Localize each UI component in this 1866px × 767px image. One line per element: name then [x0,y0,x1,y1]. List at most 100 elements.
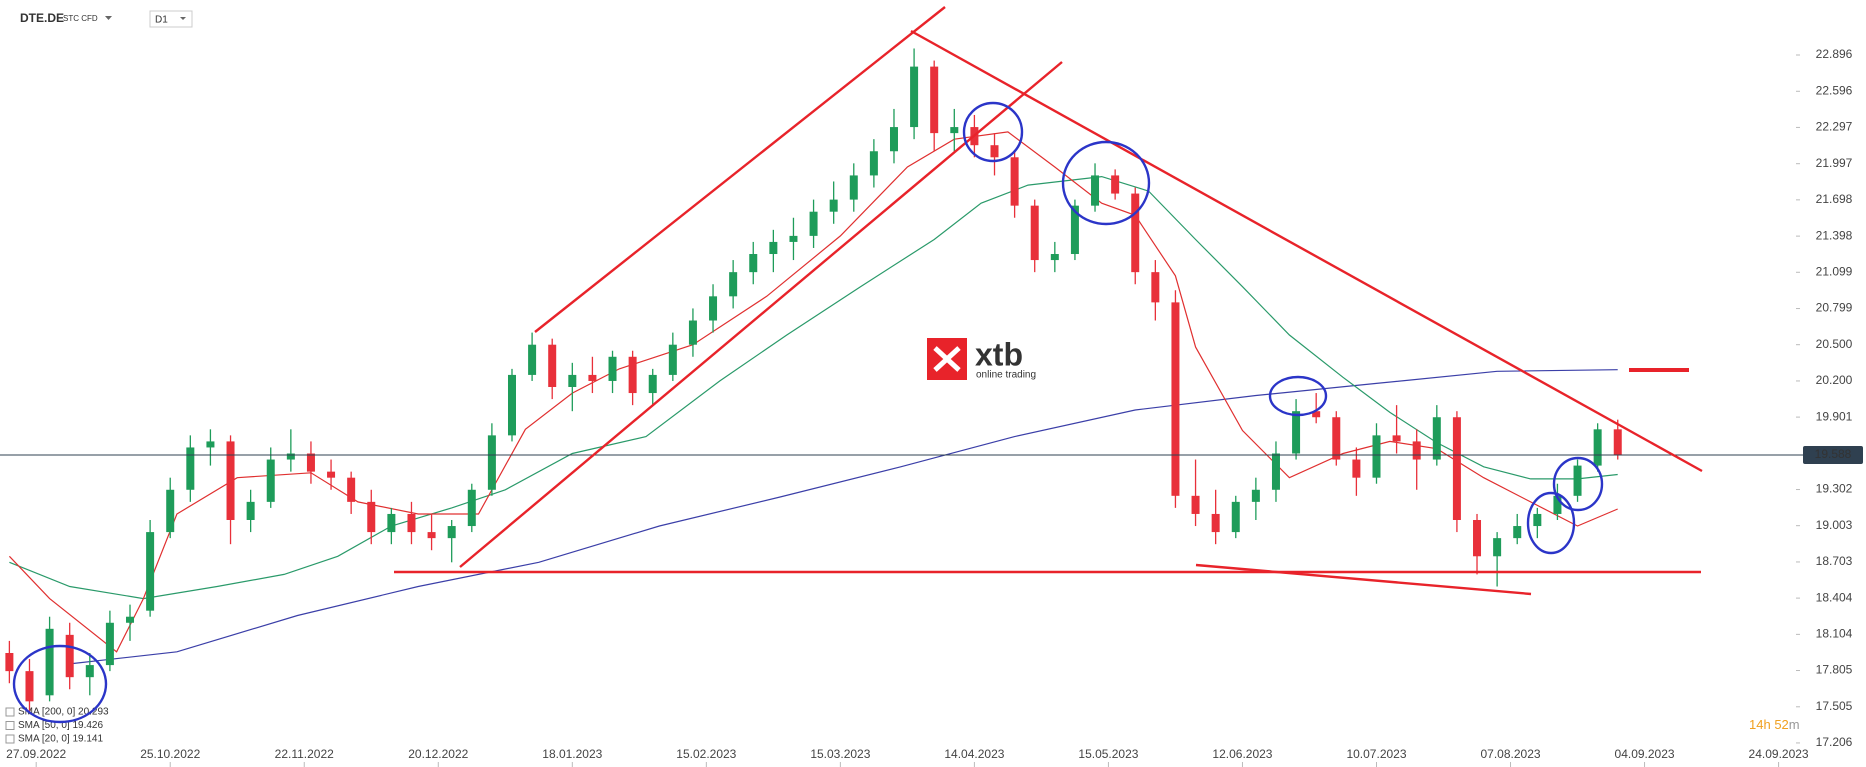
dropdown-arrow[interactable] [180,17,186,20]
trend-line [459,61,1063,568]
y-tick-label: 21.398 [1816,228,1853,242]
candle-body [930,66,939,134]
candle-body [568,374,577,388]
trend-lines [394,6,1703,596]
candle-body [286,453,295,460]
circle [1268,375,1328,417]
y-tick-label: 20.500 [1816,337,1853,351]
x-tick-label: 15.02.2023 [676,747,736,761]
y-tick-label: 21.099 [1816,264,1853,278]
trend-line [1195,563,1532,596]
dropdown-arrow[interactable] [105,16,112,20]
y-tick-label: 18.104 [1816,627,1853,641]
candle-body [1392,435,1401,442]
y-tick-label: 18.703 [1816,554,1853,568]
candle-body [910,66,919,128]
x-tick-label: 15.03.2023 [810,747,870,761]
circle [1061,140,1151,226]
candle-body [266,459,275,502]
logo-tagline: online trading [976,370,1036,381]
candle-body [1553,495,1562,514]
sma-line [69,369,1618,665]
trend-line [534,6,946,333]
y-tick-label: 19.003 [1816,518,1853,532]
candle-body [1111,175,1120,194]
y-tick-label: 21.698 [1816,192,1853,206]
x-tick-label: 22.11.2022 [275,747,334,761]
y-tick-label: 17.206 [1816,735,1853,749]
candle-body [1452,417,1461,520]
candle-body [85,665,94,678]
candle-body [1010,157,1019,206]
logo: xtb online trading [927,336,1036,381]
y-tick-label: 22.297 [1816,120,1853,134]
x-tick-label: 27.09.2022 [6,747,66,761]
candle-body [548,344,557,388]
candle-body [1131,193,1140,273]
candle-body [709,296,718,321]
candle-body [1473,519,1482,557]
candle-body [789,235,798,242]
candle-body [950,127,959,134]
logo-x [933,346,961,372]
candle-body [1050,254,1059,261]
candle-body [246,501,255,520]
candle-body [1251,489,1260,502]
candle-body [749,254,758,273]
legend-icon [5,721,15,730]
candle-body [1171,302,1180,496]
legend-entry: SMA [20, 0] 19.141 [18,734,103,745]
candle-body [1412,441,1421,460]
candle-body [65,634,74,678]
candle-body [869,151,878,176]
highlight-circles [12,101,1604,724]
legend-icon [5,734,15,744]
candle-body [809,211,818,236]
plot: 22.896 22.596 22.297 21.997 21.698 21.398 21.0… [0,47,1863,767]
countdown: 14h 52m [1749,717,1800,732]
candle-body [990,145,999,158]
candle-body [1372,435,1381,478]
candle-body [829,199,838,212]
circle [12,644,108,724]
x-tick-label: 18.01.2023 [542,747,602,761]
x-tick-label: 20.12.2022 [408,747,468,761]
candle-body [588,374,597,381]
y-tick-label: 20.200 [1816,373,1853,387]
interval-box[interactable] [149,10,193,28]
y-tick-label: 22.896 [1816,47,1853,61]
symbol[interactable]: DTE.DE [20,11,64,25]
x-tick-label: 24.09.2023 [1749,747,1809,761]
y-tick-label: 20.799 [1816,301,1853,315]
candle-body [327,471,336,478]
candle-body [648,374,657,394]
candle-body [387,513,396,533]
x-tick-label: 04.09.2023 [1615,747,1675,761]
candle-body [126,616,135,623]
x-tick-label: 14.04.2023 [944,747,1004,761]
candle-body [1231,501,1240,533]
candle-body [507,374,516,436]
candle-body [1070,205,1079,255]
countdown-minutes: 52 [1774,717,1788,732]
candle-body [608,356,617,381]
candle-body [146,532,155,611]
candle-body [849,175,858,200]
candle-body [1593,429,1602,466]
current-price-label: 19.588 [1815,447,1852,461]
x-tick-label: 15.05.2023 [1078,747,1138,761]
interval[interactable]: D1 [155,15,168,26]
y-tick-label: 17.505 [1816,699,1853,713]
candle-body [1151,272,1160,303]
sma-line [9,175,1618,600]
candle-body [5,652,14,672]
candle-body [1292,411,1301,454]
circle [1526,491,1576,555]
candle-body [206,441,215,448]
candle-body [1211,513,1220,533]
candle-body [1271,453,1280,490]
circle [962,101,1024,163]
candle-body [487,435,496,490]
candle-body [306,453,315,472]
